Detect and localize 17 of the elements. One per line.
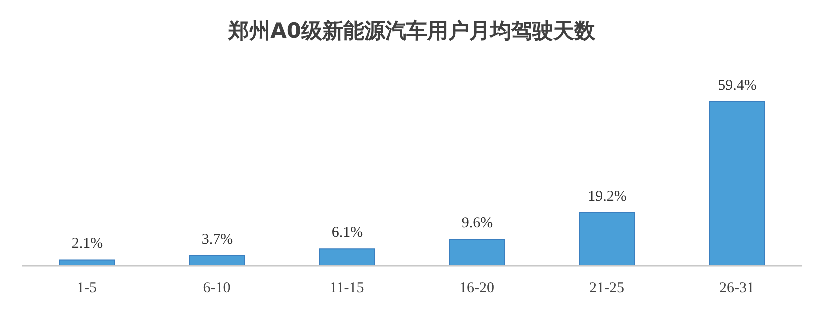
data-label: 19.2% [588, 188, 627, 205]
x-tick-label: 26-31 [720, 280, 754, 297]
x-tick-label: 16-20 [460, 280, 494, 297]
data-label: 59.4% [718, 78, 757, 94]
x-tick-label: 6-10 [203, 280, 231, 297]
data-label: 9.6% [462, 215, 494, 232]
data-label: 2.1% [72, 236, 104, 252]
x-tick-label: 11-15 [330, 280, 364, 297]
chart-title: 郑州A0级新能源汽车用户月均驾驶天数 [227, 18, 596, 45]
bar [710, 102, 766, 266]
x-tick-label: 1-5 [77, 280, 97, 297]
x-tick-label: 21-25 [590, 280, 624, 297]
bar [580, 212, 636, 266]
bar [450, 238, 506, 266]
data-label: 6.1% [332, 225, 364, 242]
bar [320, 248, 376, 266]
data-label: 3.7% [202, 232, 234, 248]
